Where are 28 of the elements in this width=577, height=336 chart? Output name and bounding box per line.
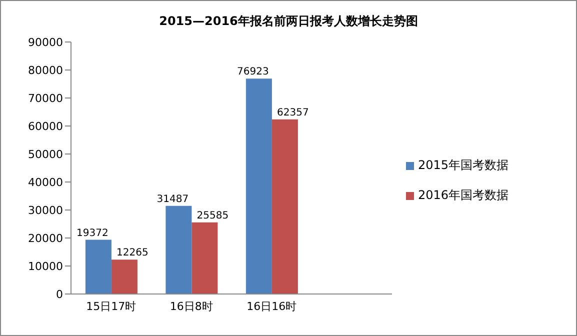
- x-tick-label: 16日16时: [246, 300, 297, 313]
- bar: [272, 119, 298, 294]
- y-tick-label: 50000: [28, 148, 63, 161]
- y-tick-label: 70000: [28, 92, 63, 105]
- data-label: 31487: [156, 194, 189, 205]
- data-label: 62357: [277, 107, 309, 118]
- legend-label: 2015年国考数据: [418, 158, 509, 172]
- x-tick-label: 15日17时: [86, 300, 136, 313]
- chart-title: 2015—2016年报名前两日报考人数增长走势图: [158, 13, 419, 30]
- y-tick-label: 40000: [28, 176, 63, 189]
- y-tick-label: 20000: [28, 232, 63, 245]
- legend-label: 2016年国考数据: [418, 188, 509, 202]
- data-label: 19372: [76, 228, 108, 239]
- y-tick-label: 90000: [28, 36, 63, 49]
- bar: [246, 78, 272, 294]
- y-tick-label: 30000: [28, 204, 63, 217]
- data-label: 12265: [116, 248, 148, 259]
- x-tick-label: 16日8时: [170, 300, 213, 313]
- bar: [166, 206, 192, 294]
- bar: [85, 240, 112, 294]
- data-label: 25585: [196, 210, 229, 222]
- bar: [111, 260, 138, 294]
- y-tick-label: 80000: [28, 64, 63, 77]
- y-tick-label: 0: [56, 288, 63, 301]
- bar: [192, 222, 218, 294]
- data-label: 76923: [237, 66, 269, 78]
- y-tick-label: 10000: [28, 260, 63, 273]
- y-tick-label: 60000: [28, 120, 63, 133]
